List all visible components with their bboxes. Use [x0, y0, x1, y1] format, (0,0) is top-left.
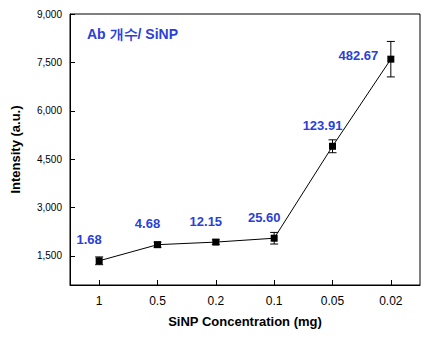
svg-text:482.67: 482.67 [339, 48, 379, 63]
svg-text:0.2: 0.2 [207, 294, 224, 308]
svg-text:0.05: 0.05 [321, 294, 345, 308]
svg-text:SiNP Concentration (mg): SiNP Concentration (mg) [168, 314, 322, 329]
svg-text:Ab 개수/ SiNP: Ab 개수/ SiNP [87, 26, 178, 42]
svg-text:12.15: 12.15 [190, 214, 223, 229]
svg-text:9,000: 9,000 [37, 9, 62, 20]
svg-text:3,000: 3,000 [37, 202, 62, 213]
svg-text:Intensity (a.u.): Intensity (a.u.) [8, 105, 23, 193]
svg-text:6,000: 6,000 [37, 105, 62, 116]
svg-text:1: 1 [96, 294, 103, 308]
svg-text:4.68: 4.68 [135, 216, 160, 231]
svg-text:7,500: 7,500 [37, 57, 62, 68]
svg-text:0.1: 0.1 [266, 294, 283, 308]
svg-text:0.5: 0.5 [149, 294, 166, 308]
svg-text:25.60: 25.60 [248, 210, 281, 225]
svg-text:4,500: 4,500 [37, 154, 62, 165]
svg-text:1.68: 1.68 [77, 232, 102, 247]
svg-text:0.02: 0.02 [379, 294, 403, 308]
svg-text:123.91: 123.91 [303, 118, 343, 133]
svg-text:1,500: 1,500 [37, 250, 62, 261]
